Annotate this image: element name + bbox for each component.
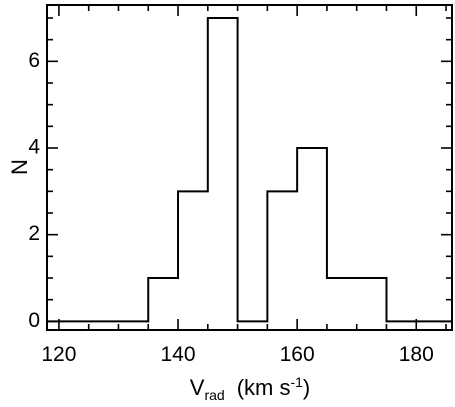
x-tick-labels: 120 140 160 180 xyxy=(41,343,433,366)
x-axis-label-unit-superscript: -1 xyxy=(290,374,303,390)
y-tick-label: 6 xyxy=(28,49,40,72)
x-tick-label: 180 xyxy=(399,343,434,366)
x-axis-label-unit-close: ) xyxy=(303,375,310,400)
y-axis-label: N xyxy=(7,159,32,175)
x-axis-label-unit: (km s xyxy=(237,375,291,400)
y-tick-label: 0 xyxy=(28,309,40,332)
x-axis-label-subscript: rad xyxy=(204,387,224,403)
y-tick-label: 4 xyxy=(28,136,40,159)
x-tick-label: 160 xyxy=(280,343,315,366)
y-tick-labels: 0 2 4 6 xyxy=(28,49,40,332)
y-tick-label: 2 xyxy=(28,222,40,245)
histogram-step-line xyxy=(47,17,452,323)
x-tick-label: 140 xyxy=(161,343,196,366)
x-axis-label-symbol: V xyxy=(190,375,205,400)
x-tick-label: 120 xyxy=(41,343,76,366)
plot-frame xyxy=(46,4,453,331)
x-axis-label: Vrad (km s-1) xyxy=(190,374,310,403)
axis-ticks xyxy=(47,5,452,330)
